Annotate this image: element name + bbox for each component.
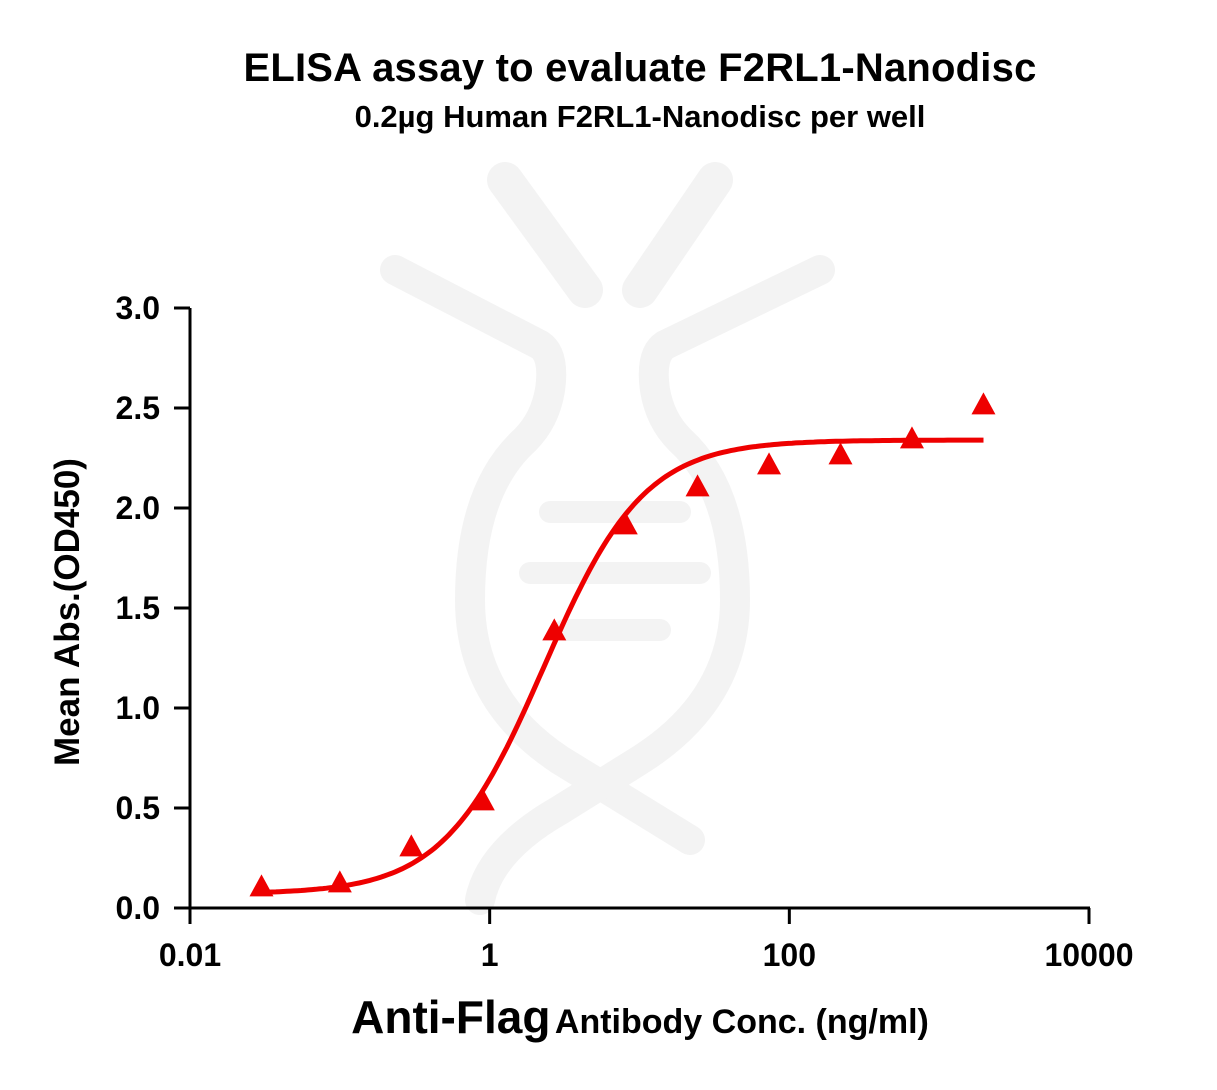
y-tick-label: 2.5: [116, 390, 160, 426]
y-tick-label: 0.0: [116, 890, 160, 926]
chart-title: ELISA assay to evaluate F2RL1-Nanodisc: [243, 46, 1037, 90]
y-tick-label: 1.0: [116, 690, 160, 726]
data-point-triangle: [828, 442, 853, 465]
data-point-triangle: [685, 474, 710, 497]
x-axis-label: Anti-Flag Antibody Conc. (ng/ml): [0, 990, 1217, 1044]
axes: 0.0 0.5 1.0 1.5 2.0 2.5 3.0 0.01 1 100 10000: [116, 290, 1134, 973]
data-point-triangle: [899, 426, 924, 449]
x-axis-label-bold: Anti-Flag: [351, 991, 551, 1043]
y-tick-label: 3.0: [116, 290, 160, 326]
watermark-logo-icon: [380, 162, 835, 915]
data-point-triangle: [613, 512, 638, 535]
data-point-triangle: [399, 834, 424, 857]
x-tick-label: 100: [763, 937, 816, 973]
y-tick-label: 2.0: [116, 490, 160, 526]
x-tick-label: 10000: [1045, 937, 1134, 973]
y-tick-label: 0.5: [116, 790, 160, 826]
data-point-triangle: [327, 870, 352, 893]
x-tick-label: 0.01: [159, 937, 221, 973]
data-point-triangle: [971, 392, 996, 415]
x-axis-label-rest: Antibody Conc. (ng/ml): [554, 1003, 929, 1041]
data-point-triangle: [542, 618, 567, 641]
data-markers: [249, 392, 996, 897]
x-tick-label: 1: [481, 937, 499, 973]
y-tick-label: 1.5: [116, 590, 160, 626]
data-point-triangle: [249, 874, 274, 897]
data-point-triangle: [470, 788, 495, 811]
y-axis-label: Mean Abs.(OD450): [48, 458, 87, 766]
data-point-triangle: [757, 452, 782, 475]
chart-subtitle: 0.2µg Human F2RL1-Nanodisc per well: [354, 99, 926, 134]
fit-curve: [261, 437, 984, 895]
